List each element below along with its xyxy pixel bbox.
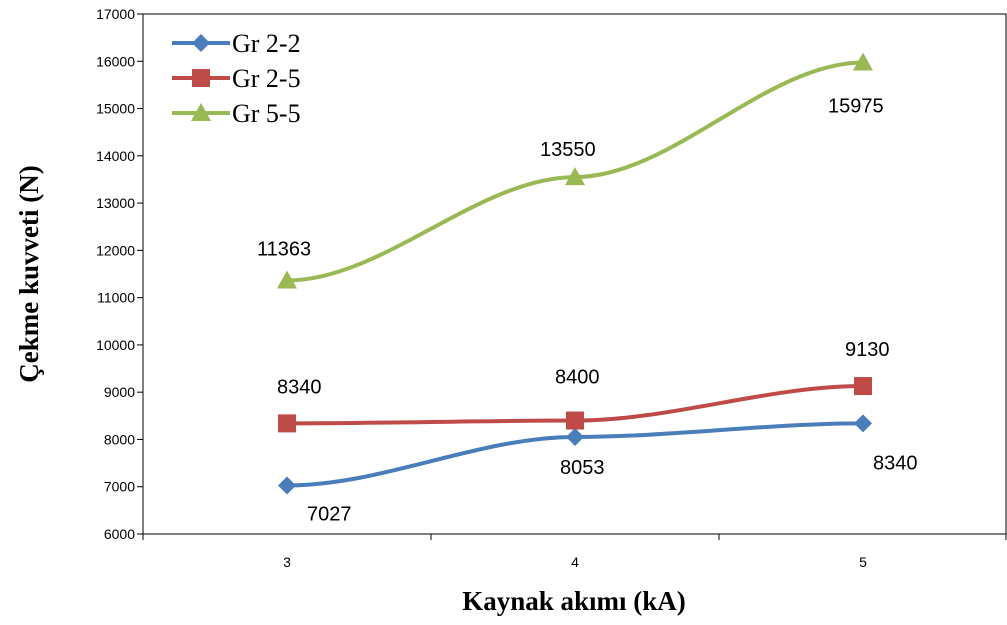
legend-marker bbox=[192, 69, 210, 87]
data-label: 8053 bbox=[560, 457, 605, 479]
data-point bbox=[853, 52, 873, 71]
legend-label: Gr 2-5 bbox=[232, 64, 301, 93]
y-tick-label: 17000 bbox=[96, 6, 135, 22]
data-label: 11363 bbox=[257, 238, 311, 260]
y-tick-label: 9000 bbox=[104, 384, 135, 400]
y-axis: 6000 7000 8000 9000 10000 11000 12000 13000 1400… bbox=[96, 6, 143, 542]
legend-label: Gr 2-2 bbox=[232, 29, 301, 58]
y-axis-title: Çekme kuvveti (N) bbox=[14, 165, 44, 382]
y-tick-label: 13000 bbox=[96, 195, 135, 211]
data-point bbox=[854, 377, 872, 396]
data-point bbox=[278, 476, 296, 495]
data-point bbox=[278, 414, 296, 433]
y-tick-label: 11000 bbox=[97, 290, 135, 306]
data-label: 8400 bbox=[555, 367, 600, 389]
legend-marker bbox=[192, 34, 210, 52]
data-point bbox=[566, 427, 584, 446]
data-label: 8340 bbox=[873, 452, 918, 474]
series-layer bbox=[277, 52, 873, 495]
x-tick-label: 3 bbox=[283, 554, 291, 570]
y-tick-label: 16000 bbox=[96, 53, 135, 69]
y-tick-label: 10000 bbox=[96, 337, 135, 353]
data-point bbox=[277, 270, 297, 289]
data-label: 8340 bbox=[277, 376, 322, 398]
y-tick-label: 12000 bbox=[96, 242, 135, 258]
data-point bbox=[854, 414, 872, 433]
data-label: 13550 bbox=[540, 139, 596, 161]
x-axis: 3 4 5 bbox=[142, 534, 1007, 570]
x-axis-title: Kaynak akımı (kA) bbox=[462, 586, 686, 616]
legend: Gr 2-2 Gr 2-5 Gr 5-5 bbox=[172, 29, 301, 128]
data-label: 9130 bbox=[845, 339, 890, 361]
y-tick-label: 8000 bbox=[104, 431, 135, 447]
x-tick-label: 5 bbox=[859, 554, 867, 570]
x-tick-label: 4 bbox=[571, 554, 579, 570]
data-labels: 7027 8053 8340 8340 8400 9130 11363 13550 15975 bbox=[257, 95, 918, 525]
data-label: 7027 bbox=[307, 503, 352, 525]
data-label: 15975 bbox=[828, 95, 884, 117]
y-tick-label: 7000 bbox=[104, 479, 135, 495]
data-point bbox=[565, 167, 585, 186]
y-tick-label: 15000 bbox=[96, 101, 135, 117]
legend-label: Gr 5-5 bbox=[232, 99, 301, 128]
y-tick-label: 6000 bbox=[104, 526, 135, 542]
data-point bbox=[566, 411, 584, 430]
y-tick-label: 14000 bbox=[96, 148, 135, 164]
legend-marker bbox=[191, 103, 211, 121]
